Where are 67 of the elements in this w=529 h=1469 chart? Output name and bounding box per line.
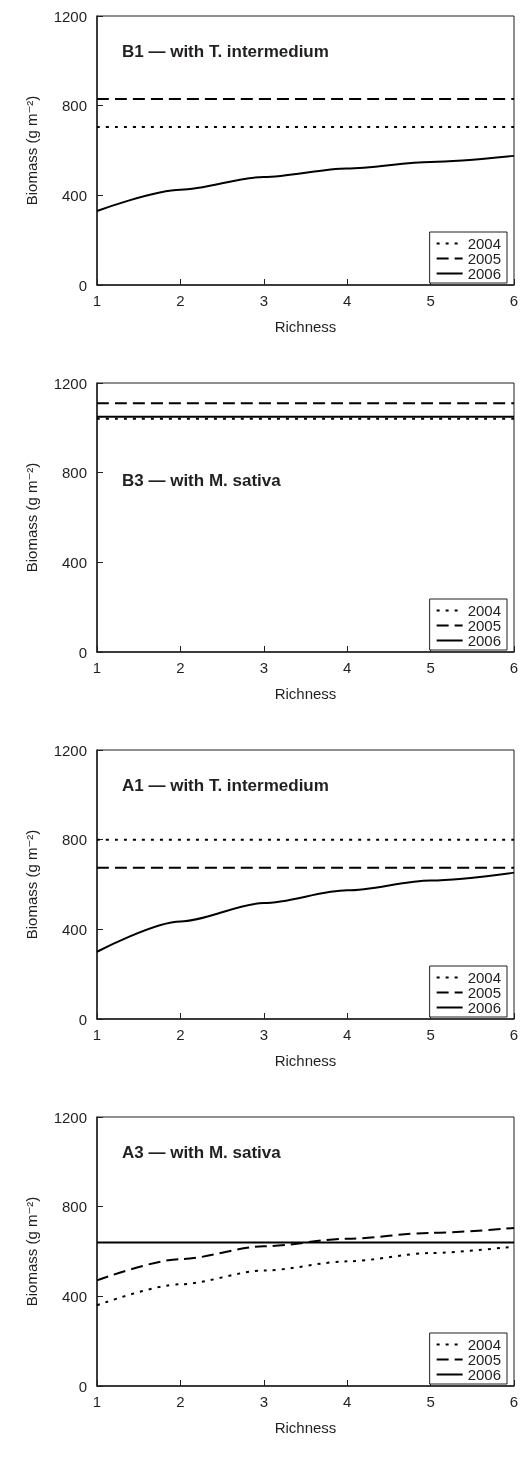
legend-label: 2004 [467,969,502,986]
legend-label: 2006 [467,632,502,649]
x-tick-label: 6 [509,1393,519,1410]
y-axis-title: Biomass (g m⁻²) [23,1196,40,1307]
x-tick-label: 3 [259,292,268,309]
x-tick-label: 5 [426,659,435,676]
y-tick-label: 800 [61,1198,87,1216]
y-axis-title: Biomass (g m⁻²) [23,462,40,573]
legend-label: 2005 [467,1351,502,1368]
y-axis-title: Biomass (g m⁻²) [23,829,40,940]
x-axis-title: Richness [274,318,337,335]
x-tick-label: 5 [426,1026,435,1043]
x-tick-label: 2 [176,292,185,309]
x-tick-label: 1 [92,292,102,309]
y-tick-label: 800 [61,464,87,482]
x-tick-label: 3 [259,1026,268,1043]
x-tick-label: 6 [509,1026,519,1043]
legend-label: 2006 [467,265,502,282]
line-series [96,154,515,213]
x-axis-title: Richness [274,685,337,702]
y-tick-label: 400 [61,1287,87,1305]
line-series [96,871,515,953]
legend-label: 2006 [467,1366,502,1383]
x-tick-label: 2 [176,1393,185,1410]
legend-label: 2005 [467,984,502,1001]
x-tick-label: 4 [343,1393,352,1410]
y-tick-label: 0 [78,1010,87,1028]
x-tick-label: 6 [509,292,519,309]
legend-label: 2004 [467,235,502,252]
x-tick-label: 1 [92,1393,102,1410]
text: B3 — with M. sativa [122,471,282,490]
x-tick-label: 4 [343,659,352,676]
legend-label: 2006 [467,999,502,1016]
y-axis-title: Biomass (g m⁻²) [23,95,40,206]
legend-label: 2005 [467,250,502,267]
x-tick-label: 4 [343,1026,352,1043]
y-tick-label: 1200 [53,1108,87,1126]
x-axis-title: Richness [274,1419,337,1436]
legend-label: 2004 [467,1336,502,1353]
y-tick-label: 1200 [53,374,87,392]
text: B1 — with T. intermedium [122,42,329,61]
y-tick-label: 1200 [53,741,87,759]
x-tick-label: 1 [92,659,102,676]
legend-label: 2004 [467,602,502,619]
x-tick-label: 5 [426,292,435,309]
x-tick-label: 3 [259,1393,268,1410]
y-tick-label: 400 [61,186,87,204]
y-tick-label: 1200 [53,7,87,25]
legend-label: 2005 [467,617,502,634]
x-tick-label: 4 [343,292,352,309]
x-tick-label: 5 [426,1393,435,1410]
y-tick-label: 0 [78,643,87,661]
line-series [96,1226,515,1282]
x-tick-label: 6 [509,659,519,676]
y-tick-label: 800 [61,97,87,115]
y-tick-label: 800 [61,831,87,849]
y-tick-label: 0 [78,1377,87,1395]
text: A1 — with T. intermedium [122,776,329,795]
x-tick-label: 2 [176,1026,185,1043]
x-tick-label: 2 [176,659,185,676]
x-tick-label: 3 [259,659,268,676]
x-tick-label: 1 [92,1026,102,1043]
x-axis-title: Richness [274,1052,337,1069]
text: A3 — with M. sativa [122,1143,282,1162]
y-tick-label: 0 [78,276,87,294]
y-tick-label: 400 [61,553,87,571]
y-tick-label: 400 [61,920,87,938]
